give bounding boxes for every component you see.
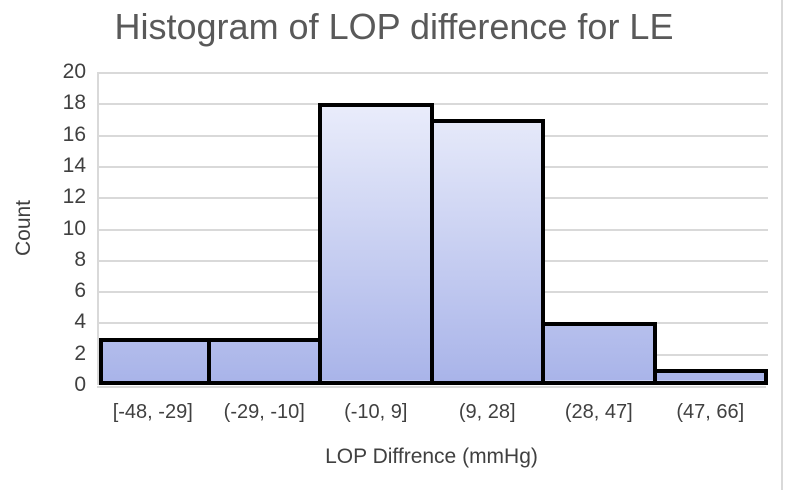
y-tick-label-18: 18: [62, 91, 86, 115]
x-tick-label-3: (9, 28]: [458, 401, 516, 423]
y-tick-label-4: 4: [74, 310, 86, 334]
plot-area: [97, 72, 768, 385]
y-tick-label-16: 16: [62, 122, 86, 146]
x-tick-label-1: (-29, -10]: [223, 401, 305, 423]
gridline-y-18: [99, 103, 768, 106]
y-tick-label-10: 10: [62, 216, 86, 240]
y-tick-label-2: 2: [74, 341, 86, 365]
x-tick-label-5: (47, 66]: [676, 401, 745, 423]
y-tick-label-8: 8: [74, 247, 86, 271]
y-tick-label-14: 14: [62, 153, 86, 177]
x-axis-tick-labels: [-48, -29] (-29, -10] (-10, 9] (9, 28] (28, …: [97, 401, 766, 424]
x-tick-label-4: (28, 47]: [564, 401, 633, 423]
x-tick-label-0: [-48, -29]: [112, 401, 193, 423]
y-tick-label-6: 6: [74, 279, 86, 303]
histogram-bar-(28, 47]: [541, 322, 657, 385]
gridline-y-20: [99, 72, 768, 74]
y-tick-label-12: 12: [62, 185, 86, 209]
x-axis-title: LOP Diffrence (mmHg): [325, 445, 538, 468]
histogram-bar-(-29, -10]: [206, 338, 322, 385]
y-tick-label-20: 20: [62, 60, 86, 83]
histogram-bar-(47, 66]: [652, 369, 768, 385]
histogram-bar-(9, 28]: [429, 118, 545, 385]
histogram-bar-(-10, 9]: [318, 103, 434, 385]
chart-right-border: [781, 0, 783, 490]
y-tick-label-0: 0: [74, 373, 86, 396]
chart-title: Histogram of LOP difference for LE: [114, 6, 674, 47]
histogram-bar-[-48, -29]: [99, 338, 211, 385]
x-axis-line: [97, 386, 766, 388]
x-tick-label-2: (-10, 9]: [344, 401, 408, 423]
